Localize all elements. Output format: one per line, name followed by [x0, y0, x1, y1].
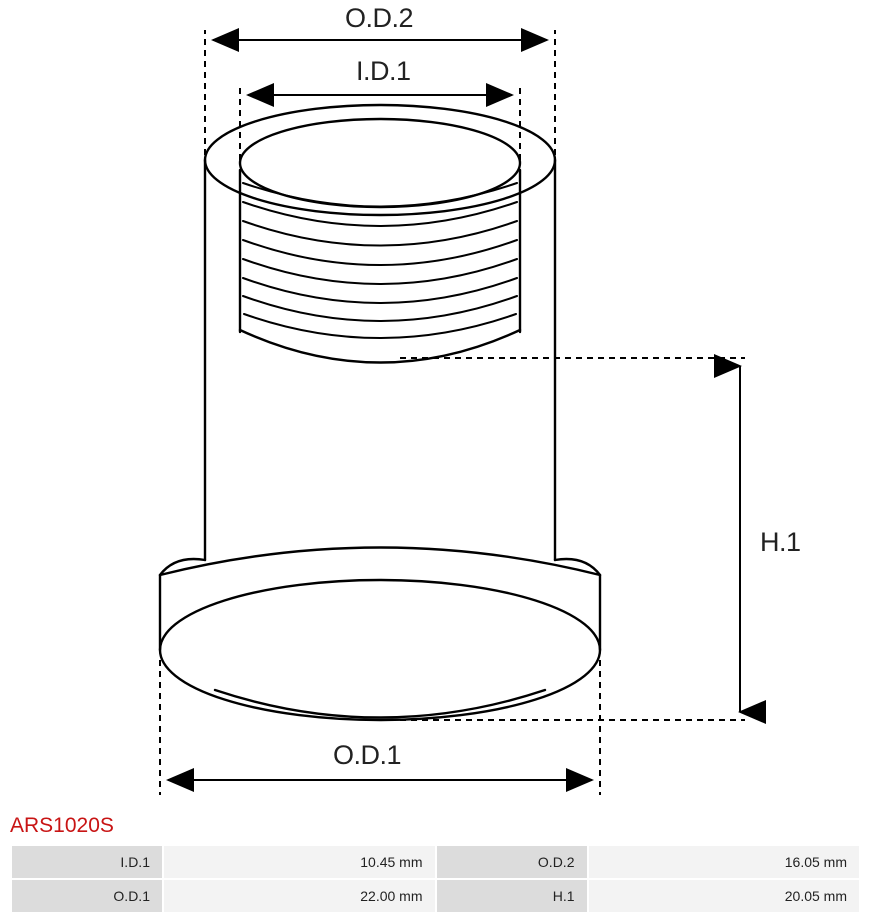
label-id1: I.D.1 — [356, 56, 411, 87]
spec-value: 16.05 mm — [589, 846, 860, 878]
spec-label: I.D.1 — [12, 846, 162, 878]
product-code: ARS1020S — [0, 810, 871, 844]
technical-diagram: O.D.2 I.D.1 O.D.1 H.1 — [0, 0, 871, 810]
spec-value: 20.05 mm — [589, 880, 860, 912]
spec-value: 10.45 mm — [164, 846, 435, 878]
table-row: O.D.1 22.00 mm H.1 20.05 mm — [12, 880, 859, 912]
spec-label: H.1 — [437, 880, 587, 912]
spec-label: O.D.1 — [12, 880, 162, 912]
label-od2: O.D.2 — [345, 3, 413, 34]
label-h1: H.1 — [760, 527, 801, 558]
table-row: I.D.1 10.45 mm O.D.2 16.05 mm — [12, 846, 859, 878]
spec-value: 22.00 mm — [164, 880, 435, 912]
spec-label: O.D.2 — [437, 846, 587, 878]
drawing-svg — [0, 0, 871, 810]
spec-table: I.D.1 10.45 mm O.D.2 16.05 mm O.D.1 22.0… — [10, 844, 861, 914]
label-od1: O.D.1 — [333, 740, 401, 771]
